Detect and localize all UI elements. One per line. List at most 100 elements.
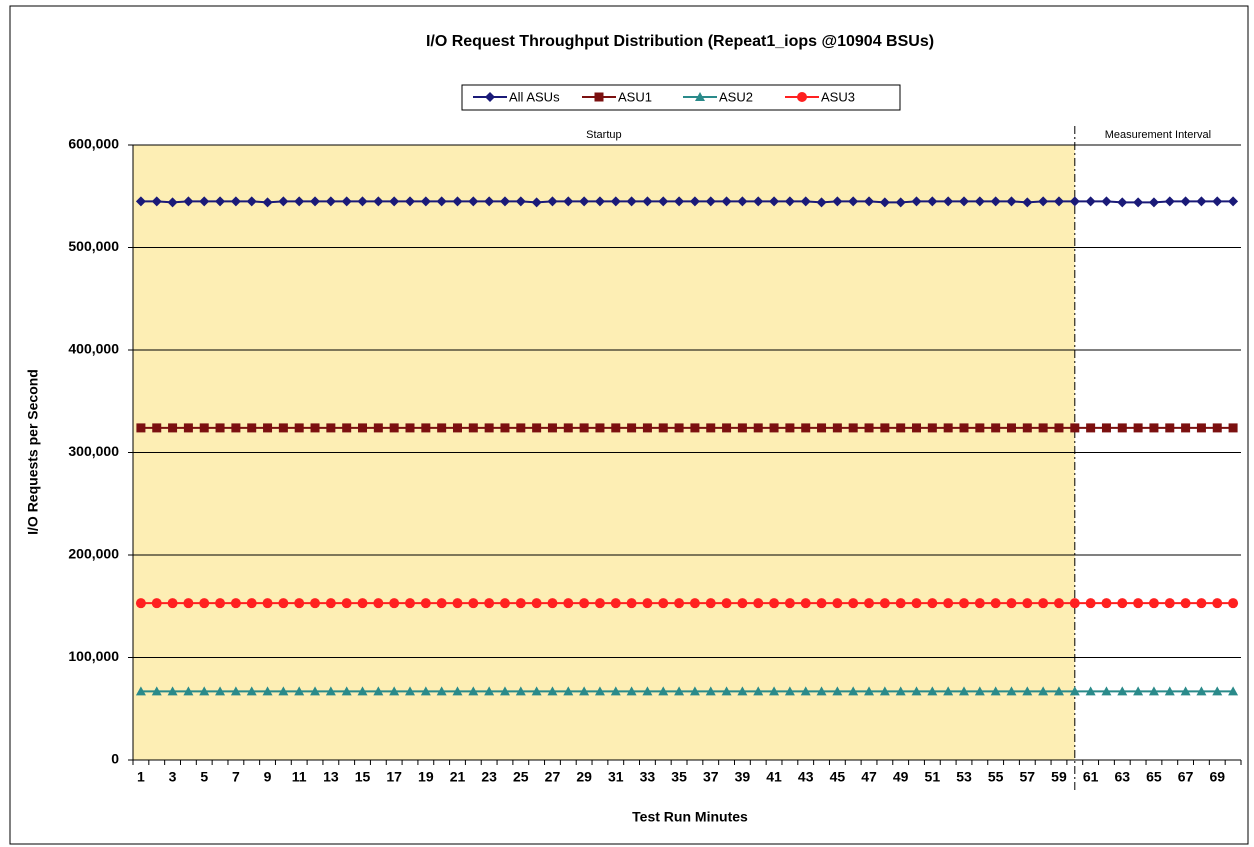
marker — [278, 423, 288, 433]
y-tick-label: 600,000 — [68, 136, 119, 152]
marker — [912, 423, 922, 433]
marker — [1006, 423, 1016, 433]
marker — [848, 196, 859, 207]
marker — [991, 423, 1001, 433]
marker — [769, 423, 779, 433]
marker — [1148, 197, 1159, 208]
marker — [325, 196, 336, 207]
marker — [1180, 196, 1191, 207]
marker — [674, 423, 684, 433]
marker — [658, 686, 669, 696]
marker — [642, 423, 652, 433]
marker — [246, 686, 257, 696]
marker — [547, 598, 558, 609]
marker — [499, 686, 510, 696]
annotation: Measurement Interval — [1105, 129, 1211, 141]
marker — [1181, 423, 1191, 433]
marker — [785, 423, 795, 433]
marker — [231, 423, 241, 433]
marker — [515, 196, 526, 207]
y-tick-label: 0 — [111, 751, 119, 767]
marker — [499, 196, 510, 207]
marker — [294, 598, 305, 609]
marker — [531, 686, 542, 696]
marker — [594, 196, 605, 207]
marker — [294, 423, 304, 433]
marker — [199, 423, 209, 433]
marker — [484, 196, 495, 207]
marker — [832, 598, 843, 609]
marker — [895, 197, 906, 208]
marker — [468, 598, 479, 609]
marker — [310, 196, 321, 207]
marker — [864, 686, 875, 696]
marker — [848, 598, 859, 609]
marker — [658, 423, 668, 433]
marker — [817, 423, 827, 433]
marker — [943, 598, 954, 609]
marker — [800, 686, 811, 696]
marker — [151, 598, 162, 609]
marker — [437, 423, 447, 433]
marker — [1054, 423, 1064, 433]
marker — [1212, 423, 1222, 433]
marker — [737, 423, 747, 433]
marker — [990, 686, 1001, 696]
marker — [816, 686, 827, 696]
marker — [278, 598, 289, 609]
marker — [246, 598, 257, 609]
marker — [1117, 423, 1127, 433]
marker — [579, 196, 590, 207]
marker — [151, 686, 162, 696]
legend-marker — [695, 92, 705, 101]
marker — [1117, 598, 1128, 609]
x-tick-label: 23 — [481, 769, 497, 785]
marker — [1038, 686, 1049, 696]
marker — [262, 598, 273, 609]
chart-title: I/O Request Throughput Distribution (Rep… — [426, 33, 934, 50]
marker — [1038, 423, 1048, 433]
marker — [326, 423, 336, 433]
marker — [452, 686, 463, 696]
x-tick-label: 63 — [1114, 769, 1130, 785]
x-tick-label: 43 — [798, 769, 814, 785]
marker — [547, 423, 557, 433]
marker — [294, 196, 305, 207]
marker — [516, 423, 526, 433]
marker — [247, 423, 257, 433]
marker — [215, 423, 225, 433]
marker — [1022, 423, 1032, 433]
marker — [1101, 196, 1112, 207]
marker — [658, 196, 669, 207]
marker — [610, 196, 621, 207]
marker — [816, 598, 827, 609]
marker — [943, 686, 954, 696]
marker — [627, 423, 637, 433]
marker — [911, 196, 922, 207]
marker — [959, 196, 969, 207]
legend-label: ASU1 — [618, 89, 652, 104]
marker — [1053, 598, 1064, 609]
marker — [1006, 686, 1017, 696]
marker — [1053, 686, 1064, 696]
y-tick-label: 200,000 — [68, 546, 119, 562]
marker — [769, 686, 780, 696]
marker — [310, 423, 320, 433]
marker — [1148, 598, 1159, 609]
marker — [1006, 598, 1017, 609]
x-tick-label: 5 — [200, 769, 208, 785]
marker — [167, 197, 178, 208]
marker — [705, 598, 716, 609]
marker — [468, 686, 479, 696]
marker — [484, 598, 495, 609]
marker — [1228, 423, 1238, 433]
marker — [579, 598, 590, 609]
marker — [294, 686, 305, 696]
marker — [594, 686, 605, 696]
marker — [896, 423, 906, 433]
marker — [769, 196, 780, 207]
marker — [199, 598, 210, 609]
marker — [373, 598, 384, 609]
marker — [547, 196, 558, 207]
marker — [1117, 197, 1128, 208]
